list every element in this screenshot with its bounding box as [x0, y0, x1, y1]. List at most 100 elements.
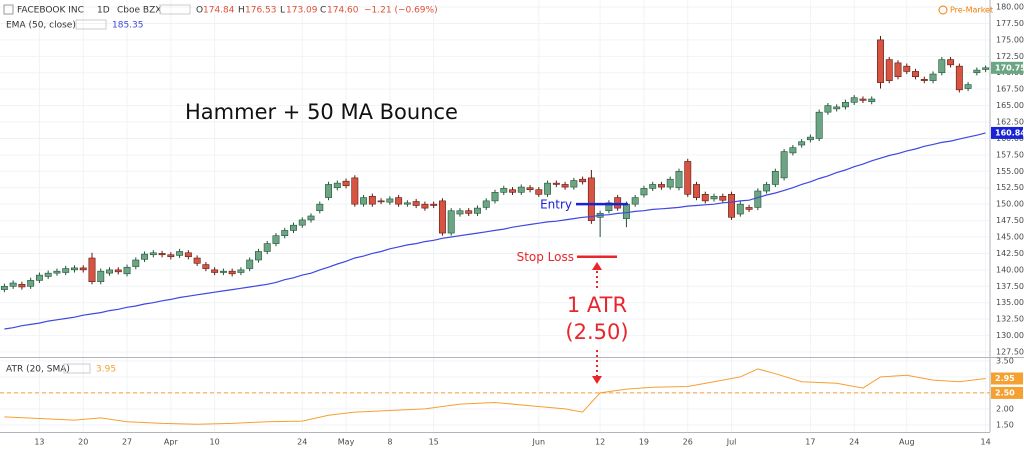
session: Pre-Market: [950, 6, 993, 15]
y-tick-label: 132.50: [996, 315, 1024, 324]
candle-body: [27, 280, 35, 287]
y-tick-label: 135.00: [996, 298, 1024, 307]
candle-body: [149, 252, 157, 256]
y-tick-label: 1.50: [996, 420, 1014, 429]
candle-body: [509, 189, 516, 193]
price-label: 2.95: [995, 374, 1015, 383]
y-tick-label: 165.00: [996, 101, 1024, 110]
candle-body: [701, 194, 709, 202]
x-tick-label: 15: [429, 438, 439, 447]
candle-body: [377, 200, 385, 203]
l-label: L: [280, 6, 285, 16]
candle-body: [114, 269, 122, 273]
candle-body: [246, 259, 254, 269]
candle-body: [561, 184, 569, 188]
price-label: 160.84: [995, 128, 1024, 137]
candle-body: [254, 251, 262, 261]
candle-body: [745, 207, 753, 210]
change: −1.21 (−0.69%): [364, 6, 438, 16]
candle-body: [955, 65, 963, 91]
candle-body: [491, 192, 499, 202]
candle-body: [824, 105, 832, 113]
candle-body: [18, 284, 26, 288]
icons: [63, 363, 91, 374]
candle-body: [281, 230, 289, 237]
x-tick-label: 12: [595, 438, 605, 447]
candle-body: [894, 62, 902, 77]
candle-body: [53, 270, 61, 274]
y-tick-label: 3.50: [996, 356, 1014, 365]
ema-legend: EMA (50, close): [6, 21, 76, 31]
candle-body: [141, 253, 149, 260]
candle-body: [79, 267, 87, 271]
candle-body: [438, 200, 446, 234]
x-tick-label: Jul: [726, 438, 737, 447]
candle-body: [947, 59, 955, 66]
candle-body: [158, 253, 166, 256]
candle-body: [88, 257, 96, 282]
x-tick-label: Aug: [899, 438, 915, 447]
y-tick-label: 150.00: [996, 200, 1024, 209]
price-label: 170.75: [995, 63, 1024, 72]
y-tick-label: 130.00: [996, 331, 1024, 340]
candle-body: [368, 195, 376, 205]
x-tick-label: 24: [849, 438, 859, 447]
candle-body: [474, 207, 481, 214]
interval: 1D: [97, 6, 110, 16]
candle-body: [587, 177, 595, 221]
candle-body: [395, 197, 403, 205]
icon: [3, 4, 14, 15]
x-tick-label: Jun: [532, 438, 546, 447]
arrow-head: [592, 376, 602, 384]
candle-body: [982, 67, 990, 70]
y-tick-label: 145.00: [996, 233, 1024, 242]
entry-label: Entry: [540, 198, 572, 212]
session-icon: [938, 5, 948, 15]
y-tick-label: 137.50: [996, 282, 1024, 291]
candle-body: [106, 269, 113, 274]
candle-body: [228, 270, 236, 275]
y-tick-label: 155.00: [996, 167, 1024, 176]
candle-body: [789, 147, 797, 154]
candle-body: [35, 274, 43, 281]
candle-body: [973, 69, 981, 74]
ema-legend-value: 185.35: [112, 21, 144, 31]
x-tick-label: 27: [122, 438, 132, 447]
candle-body: [263, 243, 271, 252]
exchange: Cboe BZX: [117, 6, 161, 16]
y-tick-label: 180.00: [996, 3, 1024, 12]
annotation-title: Hammer + 50 MA Bounce: [185, 100, 458, 124]
icons: [75, 19, 107, 30]
candle-body: [44, 272, 52, 277]
x-tick-label: 19: [639, 438, 649, 447]
x-tick-label: 14: [981, 438, 991, 447]
price-label-box: [991, 372, 1023, 385]
candle-body: [719, 195, 727, 201]
y-tick-label: 140.00: [996, 265, 1024, 274]
y-tick-label: 167.50: [996, 85, 1024, 94]
reference-label: 2.50: [995, 388, 1015, 397]
candle-body: [912, 71, 919, 77]
candle-body: [833, 106, 841, 110]
price-label-box: [991, 126, 1023, 139]
candle-body: [535, 189, 543, 195]
candle-body: [780, 151, 788, 179]
x-tick-label: 8: [387, 438, 392, 447]
candle-body: [579, 178, 587, 183]
atr-annotation-value: (2.50): [565, 320, 628, 344]
l-value: 173.09: [286, 6, 318, 16]
candle-body: [710, 195, 718, 200]
x-tick-label: 13: [34, 438, 44, 447]
candle-body: [675, 171, 683, 189]
candle-body: [219, 270, 227, 273]
candle-body: [482, 200, 490, 208]
candle-body: [938, 59, 946, 74]
candle-body: [272, 235, 280, 244]
ema-line: [4, 132, 986, 330]
reference-label-box: [991, 386, 1023, 399]
symbol: FACEBOOK INC: [17, 6, 84, 16]
candle-body: [202, 264, 210, 269]
candle-body: [517, 186, 525, 193]
candle-body: [342, 180, 350, 187]
